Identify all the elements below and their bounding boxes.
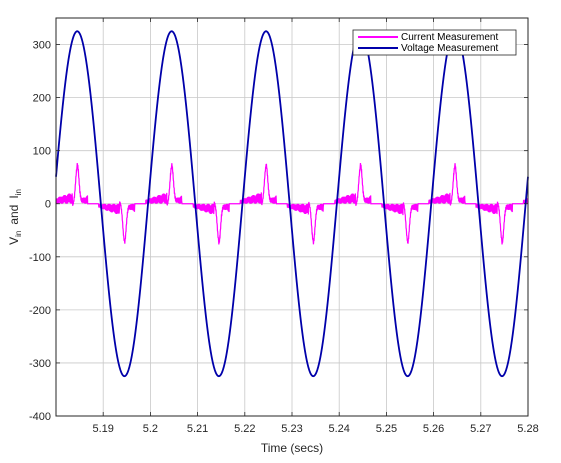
y-tick-label: -400 — [29, 411, 51, 423]
legend-current-label: Current Measurement — [401, 32, 498, 43]
legend: Current Measurement Voltage Measurement — [352, 29, 517, 56]
y-label-v: V — [7, 237, 21, 245]
y-tick-label: -300 — [29, 358, 51, 370]
ticks — [56, 18, 529, 417]
y-label-i-sub: in — [14, 189, 23, 195]
x-tick-label: 5.26 — [423, 423, 444, 435]
y-tick-label: -200 — [29, 305, 51, 317]
y-tick-label: 0 — [45, 199, 51, 211]
x-tick-label: 5.2 — [143, 423, 158, 435]
x-tick-label: 5.24 — [328, 423, 349, 435]
x-tick-label: 5.19 — [92, 423, 113, 435]
x-axis-label: Time (secs) — [261, 441, 323, 455]
x-tick-label: 5.21 — [187, 423, 208, 435]
current-series — [55, 162, 529, 245]
x-tick-label: 5.25 — [376, 423, 397, 435]
y-tick-label: 300 — [33, 40, 51, 52]
x-tick-label: 5.28 — [517, 423, 538, 435]
y-axis-label: Vin and Iin — [7, 189, 23, 245]
x-tick-label: 5.27 — [470, 423, 491, 435]
x-tick-label: 5.23 — [281, 423, 302, 435]
y-label-i: I — [7, 195, 21, 198]
y-tick-label: -100 — [29, 252, 51, 264]
y-label-and: and — [7, 205, 21, 225]
y-tick-label: 200 — [33, 93, 51, 105]
x-tick-label: 5.22 — [234, 423, 255, 435]
y-label-v-sub: in — [14, 231, 23, 237]
legend-box — [352, 29, 517, 56]
x-tick-labels: 5.19 5.2 5.21 5.22 5.23 5.24 5.25 5.26 5.27 5.28 — [92, 423, 538, 435]
legend-voltage-label: Voltage Measurement — [401, 43, 499, 54]
y-tick-label: 100 — [33, 146, 51, 158]
current-line — [55, 162, 529, 245]
y-tick-labels: -400 -300 -200 -100 0 100 200 300 — [29, 40, 51, 423]
